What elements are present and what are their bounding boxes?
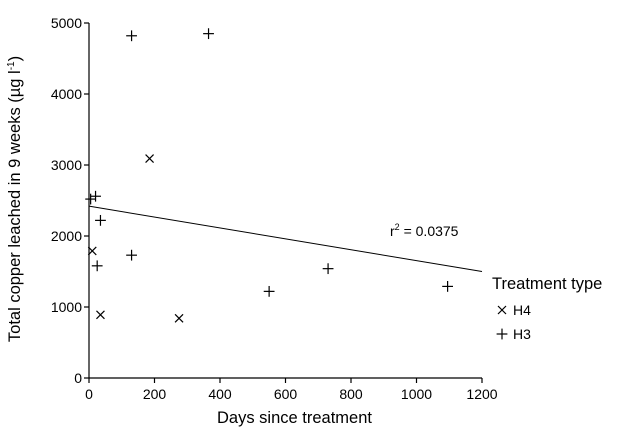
y-tick-label: 5000 xyxy=(51,15,82,31)
data-point-h4 xyxy=(145,154,155,164)
trendline xyxy=(88,205,483,272)
x-tick-label: 1000 xyxy=(401,386,432,402)
y-axis-ticks: 0 1000 2000 3000 4000 5000 xyxy=(51,15,89,386)
data-point-h3 xyxy=(90,190,101,202)
plot-area: 0 1000 2000 3000 4000 5000 0 200 400 600 800 1000 1… xyxy=(51,15,498,402)
legend: Treatment type H4 H3 xyxy=(492,275,602,342)
data-point-h3 xyxy=(95,214,106,226)
y-tick-label: 4000 xyxy=(51,86,82,102)
marker-stroke xyxy=(497,305,507,315)
data-point-h3 xyxy=(442,281,454,292)
legend-marker-h3 xyxy=(496,328,508,340)
marker-stroke xyxy=(87,246,97,256)
data-point-h3 xyxy=(126,249,137,261)
x-tick-label: 1200 xyxy=(466,386,497,402)
x-tick-label: 600 xyxy=(274,386,298,402)
legend-marker-h4 xyxy=(497,305,507,315)
y-tick-label: 1000 xyxy=(51,299,82,315)
y-tick-label: 0 xyxy=(74,370,82,386)
y-axis-title: Total copper leached in 9 weeks (µg l-1) xyxy=(6,56,24,342)
x-axis-title: Days since treatment xyxy=(217,409,372,427)
data-point-h4 xyxy=(96,310,105,320)
legend-entries: H4 H3 xyxy=(496,302,531,342)
data-point-h3 xyxy=(126,30,137,42)
marker-stroke xyxy=(174,313,184,323)
x-axis-ticks: 0 200 400 600 800 1000 1200 xyxy=(85,378,498,402)
data-point-h4 xyxy=(174,313,184,323)
data-point-h3 xyxy=(85,193,97,205)
y-tick-label: 3000 xyxy=(51,157,82,173)
data-points xyxy=(85,28,454,323)
x-tick-label: 200 xyxy=(143,386,167,402)
x-tick-label: 0 xyxy=(85,386,93,402)
x-tick-label: 800 xyxy=(339,386,363,402)
marker-stroke xyxy=(145,154,155,164)
legend-label-h4: H4 xyxy=(513,302,531,318)
legend-label-h3: H3 xyxy=(513,326,531,342)
data-point-h4 xyxy=(87,246,97,256)
legend-title: Treatment type xyxy=(492,275,602,293)
y-tick-label: 2000 xyxy=(51,228,82,244)
data-point-h3 xyxy=(263,285,275,297)
data-point-h3 xyxy=(322,263,334,275)
trendline-r2-label: r2 = 0.0375 xyxy=(390,222,459,239)
data-point-h3 xyxy=(91,260,103,272)
marker-stroke xyxy=(96,310,105,320)
data-point-h3 xyxy=(203,28,214,40)
x-tick-label: 400 xyxy=(208,386,232,402)
